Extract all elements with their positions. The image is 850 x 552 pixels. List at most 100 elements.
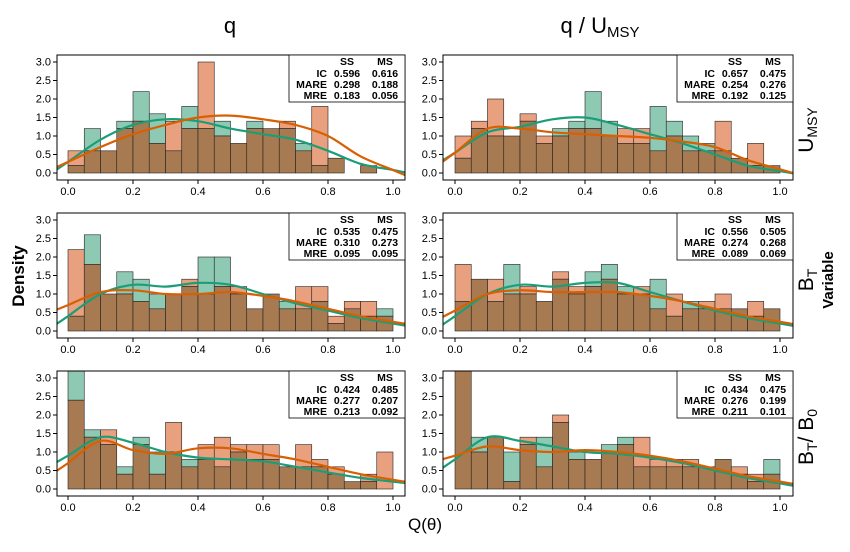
overlap-bar xyxy=(213,135,231,174)
x-tick-label: 0.2 xyxy=(125,186,140,198)
ms-density-line xyxy=(443,125,793,175)
overlap-bar xyxy=(197,459,215,490)
overlap-bar xyxy=(503,481,521,490)
svg-text:Density: Density xyxy=(9,245,28,307)
overlap-bar xyxy=(100,444,118,490)
y-tick-label: 3.0 xyxy=(422,215,437,227)
table-cell: 0.310 xyxy=(334,237,360,249)
overlap-bar xyxy=(503,135,521,174)
row-label-umsy: UMSY xyxy=(795,107,820,153)
table-cell: 0.276 xyxy=(760,79,786,91)
table-cell: 0.273 xyxy=(372,237,398,249)
ms-bar xyxy=(747,301,765,317)
x-tick-label: 0.2 xyxy=(512,344,527,356)
table-row-name: MARE xyxy=(684,395,715,407)
table-cell: 0.207 xyxy=(372,395,398,407)
table-cell: 0.657 xyxy=(722,68,748,80)
ms-bar xyxy=(552,414,570,423)
overlap-bar xyxy=(633,466,651,490)
y-tick-label: 0.5 xyxy=(36,149,51,161)
x-tick-label: 1.0 xyxy=(772,344,787,356)
y-tick-label: 1.0 xyxy=(422,131,437,143)
ms-density-line xyxy=(443,289,793,326)
svg-text:Variable: Variable xyxy=(820,251,837,309)
overlap-bar xyxy=(181,466,199,490)
overlap-bar xyxy=(262,293,280,332)
overlap-bar xyxy=(535,143,553,174)
ms-density-line xyxy=(443,445,793,485)
y-tick-label: 1.0 xyxy=(36,131,51,143)
x-tick-label: 1.0 xyxy=(385,344,400,356)
ss-density-line xyxy=(443,116,793,175)
overlap-bar xyxy=(295,308,313,332)
ss-bar xyxy=(67,371,85,401)
ss-bar xyxy=(568,451,586,460)
table-header: SS xyxy=(728,372,742,384)
overlap-bar xyxy=(278,466,296,490)
x-tick-label: 0.4 xyxy=(190,502,205,514)
table-cell: 0.069 xyxy=(760,248,786,260)
ss-bar xyxy=(568,120,586,129)
overlap-bar xyxy=(714,150,732,174)
plot-area xyxy=(57,371,405,490)
y-tick-label: 1.5 xyxy=(36,270,51,282)
x-tick-label: 0.6 xyxy=(255,186,270,198)
ss-bar xyxy=(503,451,521,482)
overlap-bar xyxy=(600,451,618,490)
x-tick-label: 1.0 xyxy=(385,502,400,514)
x-tick-label: 0.4 xyxy=(190,344,205,356)
y-tick-label: 2.5 xyxy=(36,75,51,87)
ms-bar xyxy=(165,120,183,152)
overlap-bar xyxy=(584,459,602,490)
overlap-bar xyxy=(649,308,667,332)
overlap-bar xyxy=(747,481,765,490)
x-tick-label: 0.4 xyxy=(190,186,205,198)
y-tick-label: 0.0 xyxy=(422,168,437,180)
y-tick-label: 3.0 xyxy=(422,373,437,385)
x-tick-label: 0.4 xyxy=(577,186,592,198)
ms-bar xyxy=(714,120,732,152)
overlap-bar xyxy=(552,135,570,174)
ms-bar xyxy=(327,315,345,324)
y-tick-label: 1.5 xyxy=(36,112,51,124)
ss-bar xyxy=(617,436,635,445)
overlap-bar xyxy=(682,150,700,174)
overlap-bar xyxy=(327,473,345,490)
x-tick-label: 1.0 xyxy=(385,186,400,198)
y-tick-label: 1.0 xyxy=(422,289,437,301)
panel-6: 0.0 0.5 1.0 1.5 2.0 2.5 3.0 0.0 0.2 0.4 0.6 0.8 1.0 S… xyxy=(422,370,794,514)
overlap-bar xyxy=(454,371,472,490)
ms-bar xyxy=(165,422,183,453)
stats-table: SS MS IC 0.424 0.485 MARE 0.277 0.207 MRE 0.213 0.… xyxy=(288,370,406,419)
ms-bar xyxy=(343,301,361,310)
table-header: SS xyxy=(340,56,354,68)
table-row-name: MARE xyxy=(296,79,327,91)
ss-bar xyxy=(197,256,215,295)
ss-bar xyxy=(584,91,602,129)
y-tick-label: 1.0 xyxy=(36,447,51,459)
ss-bar xyxy=(649,106,667,152)
x-tick-label: 0.8 xyxy=(320,502,335,514)
stats-table-frame xyxy=(676,212,794,261)
table-cell: 0.475 xyxy=(372,226,398,238)
x-tick-label: 0.0 xyxy=(447,186,462,198)
table-header: MS xyxy=(377,372,393,384)
stats-table-frame xyxy=(288,370,406,419)
row-label-variable: Variable xyxy=(820,251,837,309)
y-tick-label: 0.5 xyxy=(36,307,51,319)
stats-table-frame xyxy=(288,54,406,103)
table-cell: 0.095 xyxy=(372,248,398,260)
overlap-bar xyxy=(327,157,345,174)
overlap-bar xyxy=(568,128,586,174)
ms-density-line xyxy=(57,289,405,325)
y-tick-label: 2.0 xyxy=(36,94,51,106)
table-header: SS xyxy=(728,56,742,68)
overlap-bar xyxy=(165,451,183,490)
table-cell: 0.268 xyxy=(760,237,786,249)
y-axis-title: Density xyxy=(9,245,28,307)
stats-table: SS MS IC 0.596 0.616 MARE 0.298 0.188 MRE 0.183 0.… xyxy=(288,54,406,103)
y-tick-label: 0.0 xyxy=(36,484,51,496)
overlap-bar xyxy=(600,135,618,174)
x-tick-label: 0.4 xyxy=(577,344,592,356)
overlap-bar xyxy=(487,135,505,174)
